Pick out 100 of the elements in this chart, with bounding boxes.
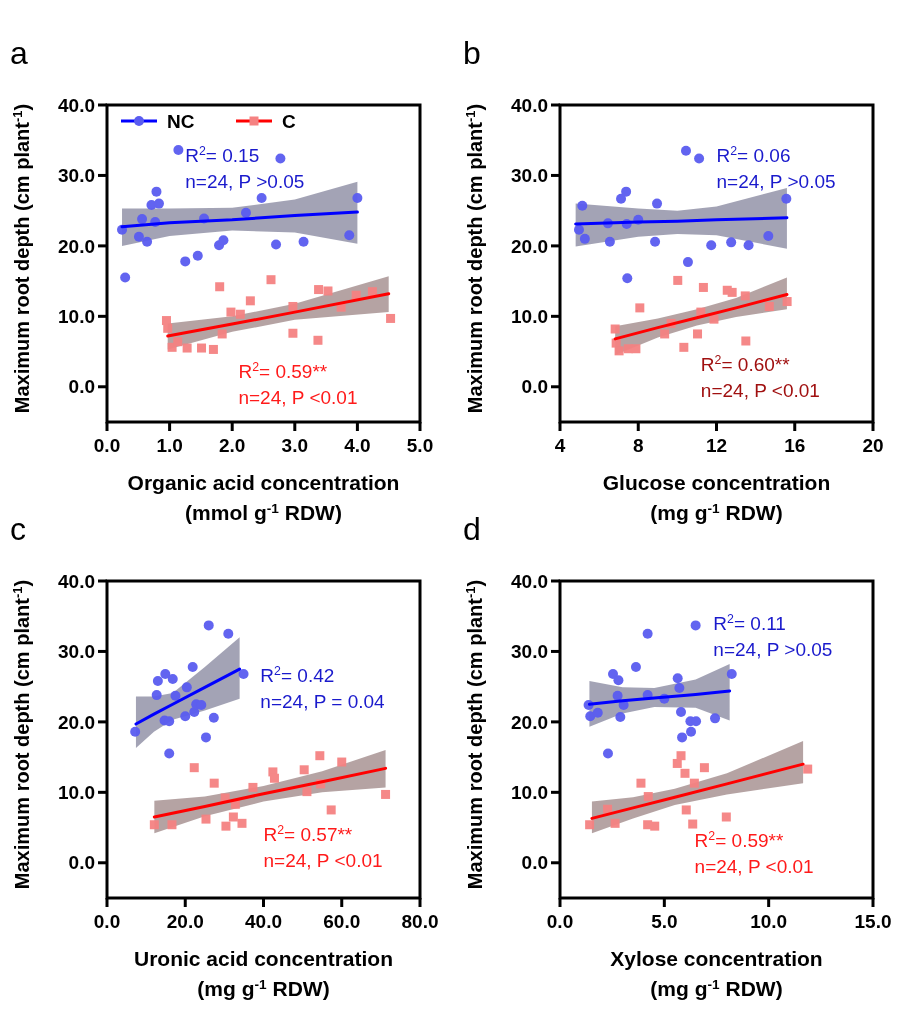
- point: [693, 329, 703, 339]
- point: [680, 145, 691, 156]
- point: [652, 198, 663, 209]
- point: [726, 668, 737, 679]
- point: [698, 282, 708, 292]
- point: [585, 820, 595, 830]
- point: [610, 324, 620, 334]
- x-tick-label: 80.0: [401, 911, 439, 932]
- point: [271, 239, 282, 250]
- point: [650, 236, 661, 247]
- point: [610, 818, 620, 828]
- point: [622, 273, 633, 284]
- point: [326, 805, 336, 815]
- annotation: R$^{2}$= 0.15: [185, 144, 260, 167]
- point: [275, 153, 286, 164]
- annotation: n=24, P <0.01: [263, 849, 383, 871]
- point: [187, 661, 198, 672]
- point: [726, 237, 737, 248]
- x-tick-label: 8: [632, 435, 644, 456]
- point: [133, 231, 144, 242]
- point: [579, 233, 590, 244]
- annotation: R$^{2}$= 0.57**: [263, 822, 353, 845]
- point: [235, 309, 245, 319]
- point: [217, 329, 227, 339]
- point: [673, 275, 683, 285]
- point: [142, 236, 153, 247]
- point: [180, 256, 191, 267]
- x-tick-label: 10.0: [750, 911, 788, 932]
- point: [782, 297, 792, 307]
- annotation: n=24, P <0.01: [700, 380, 820, 402]
- annotation: R$^{2}$= 0.06: [716, 144, 791, 167]
- point: [218, 235, 229, 246]
- point: [727, 287, 737, 297]
- point: [149, 820, 159, 830]
- point: [200, 732, 211, 743]
- point: [679, 342, 689, 352]
- point: [164, 748, 175, 759]
- point: [240, 207, 251, 218]
- point: [672, 758, 682, 768]
- x-tick-label: 3.0: [281, 435, 309, 456]
- y-tick-label: 0.0: [521, 376, 548, 398]
- point: [764, 301, 774, 311]
- point: [167, 820, 177, 830]
- x-axis-title: Organic acid concentration (mmol g$^{-1}$ RDW): [127, 471, 400, 524]
- y-tick-label: 30.0: [511, 641, 548, 663]
- chart-title: b: [463, 35, 481, 72]
- y-tick-label: 10.0: [511, 305, 548, 327]
- point: [120, 272, 131, 283]
- point: [221, 821, 231, 831]
- x-tick-label: 0.0: [93, 435, 121, 456]
- point: [642, 628, 653, 639]
- point: [686, 726, 697, 737]
- point: [608, 668, 618, 679]
- y-tick-label: 40.0: [511, 570, 548, 592]
- y-tick-label: 20.0: [58, 235, 95, 257]
- annotation: R$^{2}$= 0.59**: [694, 829, 784, 852]
- point: [613, 675, 624, 686]
- point: [614, 346, 624, 356]
- point: [160, 668, 171, 679]
- point: [660, 329, 670, 339]
- point: [167, 673, 178, 684]
- y-tick-label: 40.0: [511, 94, 548, 116]
- y-tick-label: 40.0: [58, 570, 95, 592]
- point: [299, 765, 309, 775]
- annotation: n=24, P <0.01: [694, 856, 814, 878]
- point: [256, 192, 267, 203]
- x-axis-title: Xylose concentration (mg g$^{-1}$ RDW): [610, 947, 823, 1000]
- point: [676, 707, 687, 718]
- line-series: [152, 766, 388, 819]
- point: [152, 676, 163, 687]
- point: [288, 328, 298, 338]
- y-tick-label: 10.0: [58, 305, 95, 327]
- point: [741, 336, 751, 346]
- point: [151, 186, 162, 197]
- point: [237, 818, 247, 828]
- y-tick-label: 40.0: [58, 94, 95, 116]
- point: [689, 778, 699, 788]
- x-tick-label: 5.0: [406, 435, 434, 456]
- x-axis-title: Glucose concentration (mg g$^{-1}$ RDW): [602, 471, 831, 524]
- x-tick-label: 20.0: [166, 911, 204, 932]
- point: [228, 812, 238, 822]
- annotation: n=24, P = 0.04: [260, 691, 386, 713]
- point: [585, 711, 596, 722]
- point: [208, 344, 218, 354]
- point: [636, 778, 646, 788]
- point: [381, 789, 391, 799]
- point: [288, 301, 298, 311]
- x-tick-label: 2.0: [218, 435, 246, 456]
- point: [643, 792, 653, 802]
- point: [248, 782, 258, 792]
- x-tick-label: 60.0: [323, 911, 361, 932]
- point: [209, 778, 219, 788]
- point: [151, 690, 162, 701]
- y-tick-label: 0.0: [68, 376, 95, 398]
- x-tick-label: 1.0: [156, 435, 183, 456]
- point: [323, 286, 333, 296]
- point: [161, 316, 171, 326]
- point: [615, 711, 626, 722]
- y-tick-label: 0.0: [68, 852, 95, 874]
- point: [690, 620, 701, 631]
